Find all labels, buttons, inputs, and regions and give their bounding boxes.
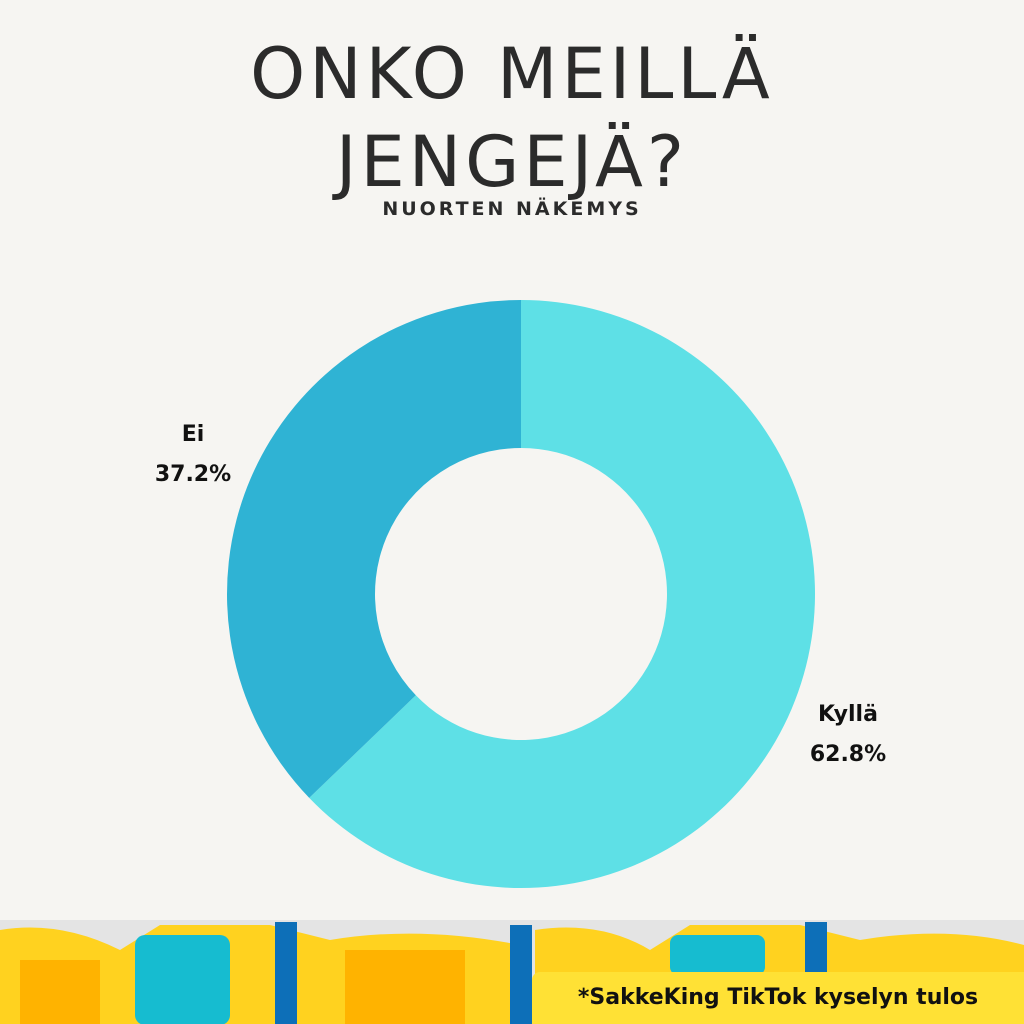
chart-title: ONKO MEILLÄ JENGEJÄ?: [250, 33, 774, 203]
donut-slice: [226, 300, 521, 798]
slice-value-label: 62.8%: [810, 742, 886, 767]
chart-subtitle: NUORTEN NÄKEMYS: [382, 198, 642, 220]
footnote: *SakkeKing TikTok kyselyn tulos: [532, 972, 1024, 1024]
slice-value-label: 37.2%: [155, 462, 231, 487]
slice-label: Ei: [182, 422, 205, 447]
donut-slice: [309, 300, 816, 888]
slice-label: Kyllä: [818, 702, 878, 727]
